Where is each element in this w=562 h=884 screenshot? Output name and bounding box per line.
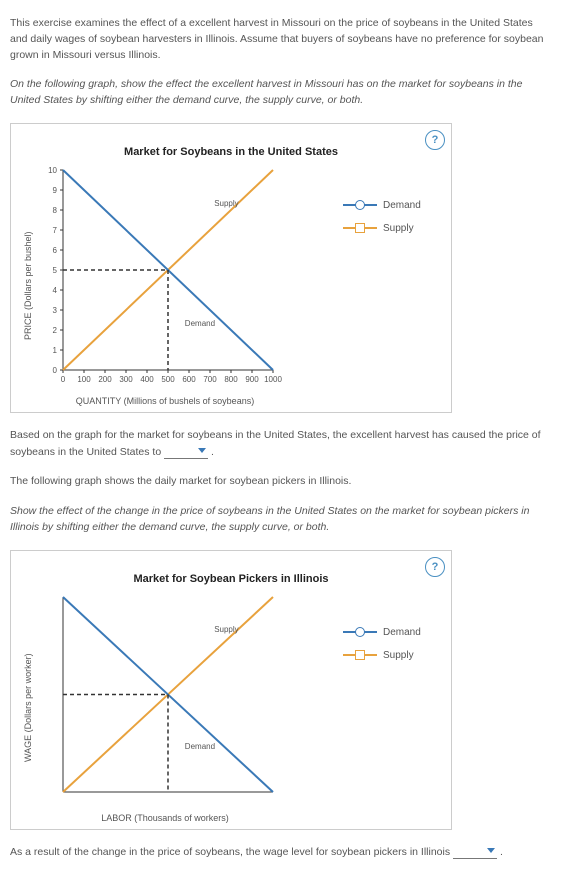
svg-text:8: 8 (53, 206, 58, 215)
svg-text:700: 700 (203, 375, 217, 384)
question-2: As a result of the change in the price o… (10, 844, 552, 861)
legend-demand-label: Demand (383, 200, 421, 211)
instruction-1: On the following graph, show the effect … (10, 77, 552, 109)
q2-dropdown[interactable] (453, 844, 497, 859)
svg-text:2: 2 (53, 326, 58, 335)
svg-text:900: 900 (245, 375, 259, 384)
svg-text:5: 5 (53, 266, 58, 275)
chart-2-ylabel: WAGE (Dollars per worker) (21, 593, 35, 823)
svg-text:400: 400 (140, 375, 154, 384)
question-1: Based on the graph for the market for so… (10, 427, 552, 461)
legend-supply-2[interactable]: Supply (343, 650, 421, 661)
svg-text:0: 0 (53, 366, 58, 375)
svg-text:7: 7 (53, 226, 58, 235)
svg-text:200: 200 (98, 375, 112, 384)
q2-text-pre: As a result of the change in the price o… (10, 846, 450, 858)
help-button-1[interactable]: ? (425, 130, 445, 150)
legend-supply-label-2: Supply (383, 650, 414, 661)
q1-text-post: . (211, 446, 214, 458)
svg-text:3: 3 (53, 306, 58, 315)
graph-2-container: ? Market for Soybean Pickers in Illinois… (10, 550, 452, 830)
mid-text: The following graph shows the daily mark… (10, 474, 552, 490)
svg-text:10: 10 (48, 166, 57, 175)
svg-text:Supply: Supply (214, 199, 238, 208)
legend-demand-label-2: Demand (383, 627, 421, 638)
supply-marker-icon (343, 227, 377, 229)
svg-text:Demand: Demand (185, 742, 215, 751)
chart-2-title: Market for Soybean Pickers in Illinois (21, 573, 441, 585)
chart-2-xlabel: LABOR (Thousands of workers) (35, 813, 295, 823)
intro-text: This exercise examines the effect of a e… (10, 16, 552, 63)
svg-text:Supply: Supply (214, 625, 238, 634)
chart-1-xlabel: QUANTITY (Millions of bushels of soybean… (35, 396, 295, 406)
svg-text:800: 800 (224, 375, 238, 384)
instruction-2: Show the effect of the change in the pri… (10, 504, 552, 536)
graph-1-container: ? Market for Soybeans in the United Stat… (10, 123, 452, 413)
legend-supply-label: Supply (383, 223, 414, 234)
svg-text:9: 9 (53, 186, 58, 195)
chart-1-title: Market for Soybeans in the United States (21, 146, 441, 158)
legend-demand-2[interactable]: Demand (343, 627, 421, 638)
q1-dropdown[interactable] (164, 444, 208, 459)
svg-text:Demand: Demand (185, 319, 215, 328)
chart-1[interactable]: 0123456789100100200300400500600700800900… (35, 166, 295, 406)
svg-text:300: 300 (119, 375, 133, 384)
q2-text-post: . (500, 846, 503, 858)
svg-text:100: 100 (77, 375, 91, 384)
chart-1-ylabel: PRICE (Dollars per bushel) (21, 166, 35, 406)
demand-marker-icon (343, 204, 377, 206)
help-button-2[interactable]: ? (425, 557, 445, 577)
supply-marker-icon (343, 654, 377, 656)
svg-text:6: 6 (53, 246, 58, 255)
q1-text-pre: Based on the graph for the market for so… (10, 429, 541, 458)
svg-text:1: 1 (53, 346, 58, 355)
chart-2-legend: Demand Supply (343, 593, 421, 823)
svg-text:0: 0 (61, 375, 66, 384)
svg-text:600: 600 (182, 375, 196, 384)
chart-2[interactable]: Supply Demand LABOR (Thousands of workers… (35, 593, 295, 823)
svg-text:500: 500 (161, 375, 175, 384)
legend-demand-1[interactable]: Demand (343, 200, 421, 211)
chart-1-legend: Demand Supply (343, 166, 421, 406)
demand-marker-icon (343, 631, 377, 633)
svg-text:1000: 1000 (264, 375, 282, 384)
svg-text:4: 4 (53, 286, 58, 295)
legend-supply-1[interactable]: Supply (343, 223, 421, 234)
